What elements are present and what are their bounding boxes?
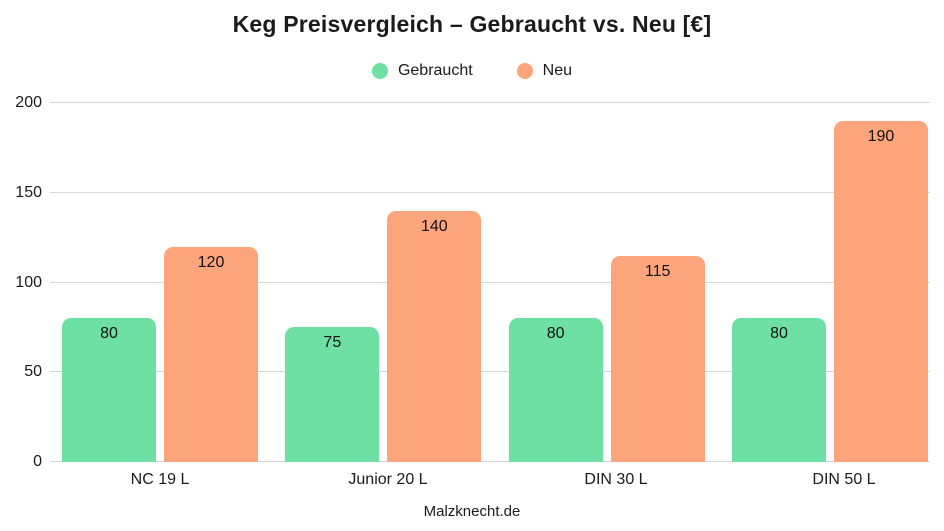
bar-neu-nc-19-l: 120 (164, 246, 258, 462)
bars-area: 80 120 75 140 80 115 80 190 (50, 103, 930, 462)
x-axis-labels: NC 19 L Junior 20 L DIN 30 L DIN 50 L (50, 471, 944, 489)
bar-value-label: 75 (323, 334, 342, 352)
y-tick-100: 100 (15, 273, 42, 291)
x-tick-nc-19-l: NC 19 L (130, 471, 190, 488)
bar-gebraucht-junior-20-l: 75 (285, 327, 380, 462)
neu-swatch-icon (516, 63, 533, 79)
chart-title: Keg Preisvergleich – Gebraucht vs. Neu [… (232, 11, 712, 37)
gridline-100 (50, 281, 930, 283)
bar-neu-din-50-l: 190 (833, 120, 928, 462)
legend-item-neu: Neu (516, 62, 573, 80)
bar-group-din-50-l: 80 190 (731, 103, 928, 462)
y-tick-0: 0 (33, 453, 42, 470)
gridline-150 (50, 191, 930, 193)
y-axis-labels: 0 50 100 150 200 (0, 94, 42, 470)
x-tick-junior-20-l: Junior 20 L (348, 471, 428, 488)
y-tick-200: 200 (15, 94, 42, 111)
y-tick-150: 150 (15, 183, 42, 201)
bar-neu-din-30-l: 115 (610, 255, 705, 462)
bar-group-nc-19-l: 80 120 (62, 103, 258, 462)
bar-value-label: 120 (197, 253, 225, 271)
bar-gebraucht-nc-19-l: 80 (62, 318, 156, 462)
bar-value-label: 190 (867, 127, 895, 145)
plot-area: 80 120 75 140 80 115 80 190 (50, 102, 930, 462)
footer-watermark: Malzknecht.de (423, 503, 521, 520)
x-tick-din-30-l: DIN 30 L (584, 471, 648, 488)
x-tick-din-50-l: DIN 50 L (812, 471, 876, 488)
bar-value-label: 80 (546, 325, 565, 343)
bar-group-din-30-l: 80 115 (508, 103, 705, 462)
y-tick-50: 50 (24, 363, 42, 381)
bar-group-junior-20-l: 75 140 (285, 103, 482, 462)
legend-label-gebraucht: Gebraucht (397, 62, 473, 79)
legend: Gebraucht Neu (0, 62, 944, 80)
bar-gebraucht-din-50-l: 80 (731, 318, 826, 462)
bar-value-label: 80 (770, 325, 788, 343)
bar-value-label: 80 (100, 325, 118, 343)
legend-item-gebraucht: Gebraucht (371, 62, 473, 80)
gridline-50 (50, 371, 930, 373)
bar-value-label: 140 (420, 217, 448, 235)
bar-neu-junior-20-l: 140 (387, 210, 482, 462)
gridline-0 (50, 461, 930, 462)
legend-label-neu: Neu (542, 62, 573, 79)
bar-value-label: 115 (644, 262, 671, 280)
gebraucht-swatch-icon (371, 63, 388, 79)
gridline-200 (50, 102, 930, 103)
bar-gebraucht-din-30-l: 80 (508, 318, 603, 462)
